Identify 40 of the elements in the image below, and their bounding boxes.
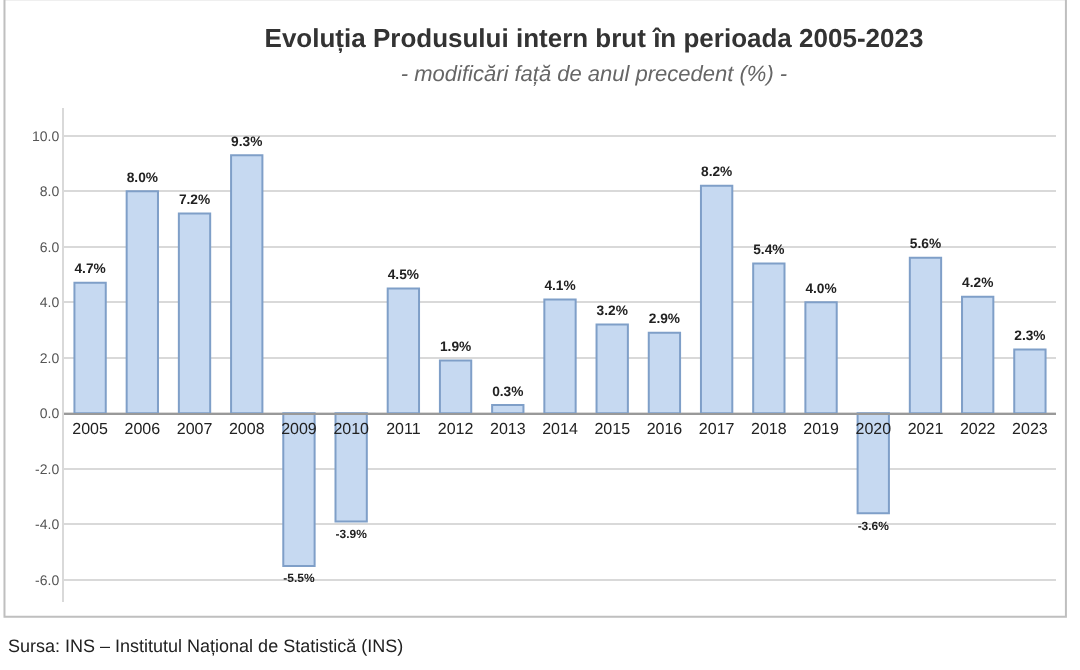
bar [1013, 348, 1047, 415]
bar [543, 298, 577, 415]
x-tick-label: 2008 [228, 420, 266, 439]
x-tick-label: 2006 [124, 420, 162, 439]
bar [334, 412, 368, 523]
x-tick-label: 2010 [333, 420, 371, 439]
x-tick-label: 2016 [646, 420, 684, 439]
bar [804, 301, 838, 415]
chart-subtitle: - modificări față de anul precedent (%) - [400, 62, 788, 87]
x-tick-label: 2009 [281, 420, 318, 439]
x-tick-label: 2018 [751, 420, 788, 439]
x-tick-label: 2011 [386, 420, 422, 439]
bar [856, 412, 890, 515]
bar [125, 190, 159, 415]
x-tick-label: 2020 [855, 420, 893, 439]
x-tick-label: 2019 [803, 420, 840, 439]
chart-title: Evoluția Produsului intern brut în perioada 2005-2023 [264, 22, 924, 55]
bar [386, 287, 421, 415]
x-tick-label: 2017 [698, 420, 736, 439]
x-tick-label: 2014 [542, 420, 579, 439]
bar [438, 359, 473, 415]
bar [282, 412, 316, 567]
bar [230, 154, 264, 415]
x-tick-label: 2012 [437, 420, 475, 439]
bar [647, 331, 682, 415]
bar [699, 184, 734, 415]
x-tick-label: 2022 [959, 420, 997, 439]
text: Sursa: INS – Institutul Național de Statistică (INS) [8, 636, 404, 656]
bar [961, 295, 995, 415]
bar [177, 212, 212, 415]
x-tick-label: 2007 [176, 420, 214, 439]
bar [908, 256, 943, 415]
x-tick-label: 2023 [1012, 420, 1049, 439]
bar [752, 262, 786, 415]
bar [73, 281, 107, 415]
x-tick-label: 2015 [594, 420, 632, 439]
x-tick-label: 2021 [907, 420, 945, 439]
x-tick-label: 2005 [72, 420, 109, 439]
x-tick-label: 2013 [489, 420, 527, 439]
bar [595, 323, 629, 415]
